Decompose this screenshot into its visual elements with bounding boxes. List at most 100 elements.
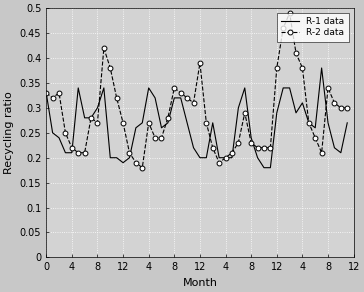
R-2 data bbox=[83, 151, 87, 154]
R-2 data bbox=[63, 131, 68, 135]
R-1 data bbox=[63, 151, 68, 154]
R-1 data bbox=[51, 131, 55, 135]
R-2 data bbox=[242, 111, 247, 114]
R-1 data bbox=[108, 156, 112, 159]
X-axis label: Month: Month bbox=[182, 278, 217, 288]
R-1 data bbox=[83, 116, 87, 120]
R-1 data bbox=[134, 126, 138, 130]
R-2 data bbox=[134, 161, 138, 164]
R-1 data bbox=[262, 166, 266, 169]
R-2 data bbox=[339, 106, 343, 110]
R-1 data bbox=[204, 156, 209, 159]
R-2 data bbox=[185, 96, 189, 100]
R-2 data bbox=[294, 51, 298, 55]
R-2 data bbox=[95, 121, 100, 125]
R-1 data bbox=[294, 111, 298, 114]
Line: R-1 data: R-1 data bbox=[46, 68, 347, 168]
R-1 data bbox=[236, 106, 241, 110]
R-2 data bbox=[345, 106, 349, 110]
R-2 data bbox=[268, 146, 273, 150]
Legend: R-1 data, R-2 data: R-1 data, R-2 data bbox=[277, 13, 349, 41]
R-1 data bbox=[326, 121, 330, 125]
R-2 data bbox=[313, 136, 317, 140]
R-2 data bbox=[178, 91, 183, 95]
R-1 data bbox=[191, 146, 196, 150]
R-2 data bbox=[76, 151, 80, 154]
R-1 data bbox=[172, 96, 177, 100]
R-1 data bbox=[313, 126, 317, 130]
R-1 data bbox=[95, 106, 100, 110]
R-2 data bbox=[332, 101, 337, 105]
R-1 data bbox=[159, 126, 164, 130]
R-1 data bbox=[76, 86, 80, 90]
R-1 data bbox=[44, 91, 48, 95]
R-1 data bbox=[274, 111, 279, 114]
R-2 data bbox=[204, 121, 209, 125]
R-2 data bbox=[166, 116, 170, 120]
R-2 data bbox=[274, 66, 279, 70]
R-2 data bbox=[140, 166, 145, 169]
R-1 data bbox=[121, 161, 125, 164]
R-2 data bbox=[281, 26, 285, 30]
R-2 data bbox=[153, 136, 157, 140]
R-1 data bbox=[210, 121, 215, 125]
R-1 data bbox=[345, 121, 349, 125]
R-2 data bbox=[288, 11, 292, 15]
R-2 data bbox=[326, 86, 330, 90]
R-1 data bbox=[70, 151, 74, 154]
R-1 data bbox=[146, 86, 151, 90]
R-2 data bbox=[230, 151, 234, 154]
R-2 data bbox=[70, 146, 74, 150]
R-1 data bbox=[140, 121, 145, 125]
R-1 data bbox=[339, 151, 343, 154]
R-1 data bbox=[217, 156, 221, 159]
R-2 data bbox=[262, 146, 266, 150]
Line: R-2 data: R-2 data bbox=[44, 11, 350, 170]
R-1 data bbox=[185, 121, 189, 125]
R-1 data bbox=[57, 136, 61, 140]
R-1 data bbox=[281, 86, 285, 90]
R-2 data bbox=[306, 121, 311, 125]
R-2 data bbox=[108, 66, 112, 70]
R-2 data bbox=[127, 151, 132, 154]
R-1 data bbox=[300, 101, 305, 105]
R-2 data bbox=[320, 151, 324, 154]
R-2 data bbox=[121, 121, 125, 125]
R-2 data bbox=[249, 141, 253, 145]
R-2 data bbox=[159, 136, 164, 140]
R-1 data bbox=[306, 121, 311, 125]
R-2 data bbox=[210, 146, 215, 150]
R-1 data bbox=[198, 156, 202, 159]
R-1 data bbox=[242, 86, 247, 90]
R-1 data bbox=[332, 146, 337, 150]
R-2 data bbox=[146, 121, 151, 125]
R-2 data bbox=[102, 46, 106, 50]
R-1 data bbox=[178, 96, 183, 100]
R-2 data bbox=[300, 66, 305, 70]
R-1 data bbox=[102, 86, 106, 90]
R-1 data bbox=[256, 156, 260, 159]
R-1 data bbox=[230, 156, 234, 159]
R-1 data bbox=[115, 156, 119, 159]
R-1 data bbox=[166, 121, 170, 125]
R-1 data bbox=[249, 136, 253, 140]
R-2 data bbox=[115, 96, 119, 100]
R-2 data bbox=[223, 156, 228, 159]
R-1 data bbox=[268, 166, 273, 169]
R-1 data bbox=[127, 156, 132, 159]
R-2 data bbox=[217, 161, 221, 164]
R-2 data bbox=[44, 91, 48, 95]
Y-axis label: Recycling ratio: Recycling ratio bbox=[4, 91, 14, 174]
R-2 data bbox=[236, 141, 241, 145]
R-1 data bbox=[223, 156, 228, 159]
R-2 data bbox=[256, 146, 260, 150]
R-2 data bbox=[89, 116, 93, 120]
R-2 data bbox=[51, 96, 55, 100]
R-1 data bbox=[89, 116, 93, 120]
R-1 data bbox=[288, 86, 292, 90]
R-1 data bbox=[320, 66, 324, 70]
R-2 data bbox=[172, 86, 177, 90]
R-1 data bbox=[153, 96, 157, 100]
R-2 data bbox=[57, 91, 61, 95]
R-2 data bbox=[191, 101, 196, 105]
